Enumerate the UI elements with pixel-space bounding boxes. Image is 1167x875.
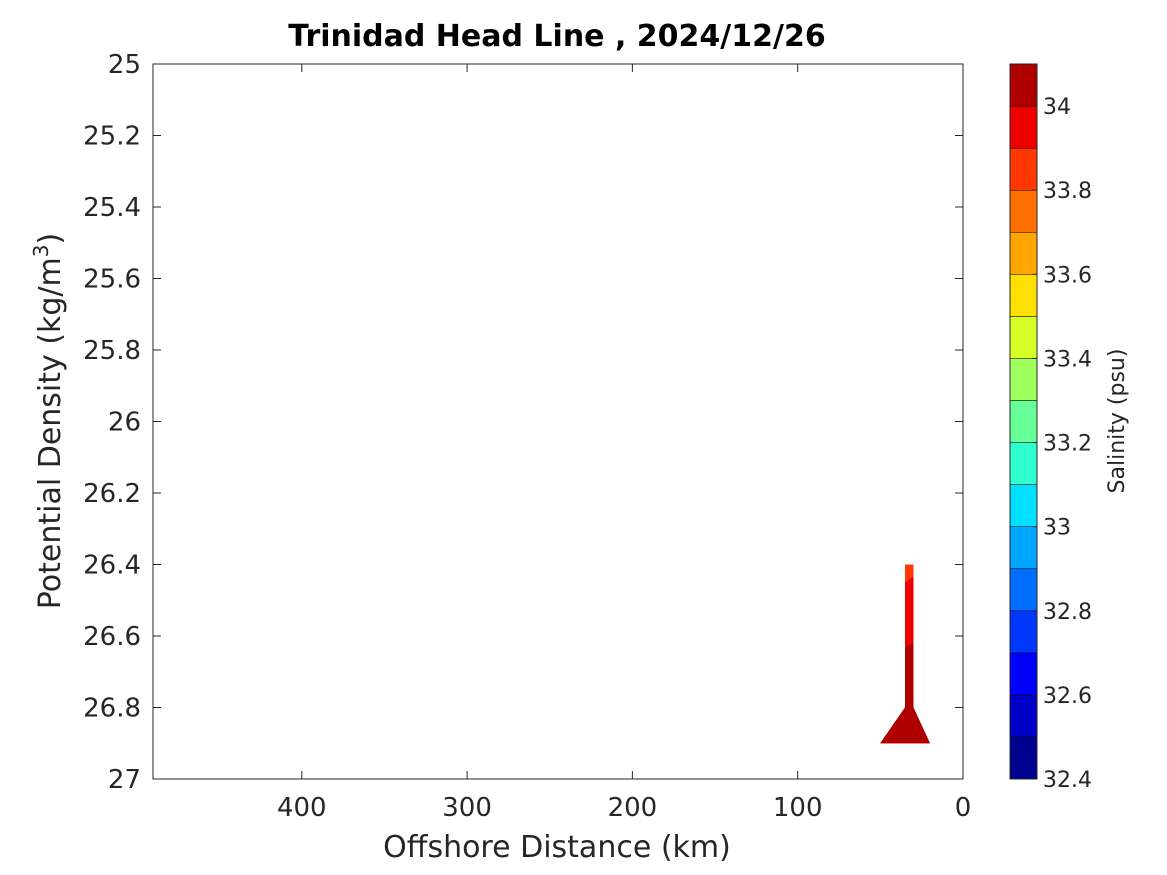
y-tick-label-26.8: 26.8 [83,694,141,724]
colorbar-tick-label-33.2: 33.2 [1043,432,1092,457]
colorbar-swatch-33.4 [1009,316,1038,359]
y-tick-label-26.2: 26.2 [83,479,141,509]
y-axis-label: Potential Density (kg/m3) [29,233,68,609]
colorbar-frame [1009,63,1038,780]
x-axis-label: Offshore Distance (km) [383,830,731,865]
x-tick-label-200: 200 [608,793,658,823]
plot-area: 400 300 200 100 0 25 25.2 25.4 25.6 25.8 26 26.2 26… [83,50,971,823]
colorbar-swatch-32.5 [1009,694,1038,738]
colorbar-tick-label-32.6: 32.6 [1043,684,1092,709]
colorbar-tick-label-33.4: 33.4 [1043,347,1092,372]
y-tick-label-27: 27 [108,765,141,795]
x-tick-label-300: 300 [442,793,492,823]
y-tick-label-26: 26 [108,408,141,438]
colorbar-swatch-32.7 [1009,610,1038,654]
y-tick-label-26.6: 26.6 [83,622,141,652]
colorbar-swatches [1009,63,1038,780]
colorbar-swatch-32.9 [1009,526,1038,569]
colorbar-swatch-33.9 [1009,105,1038,149]
y-tick-label-25: 25 [108,50,141,80]
colorbar-tick-label-33.6: 33.6 [1043,263,1092,288]
x-tick-label-400: 400 [277,793,327,823]
y-tick-label-25.8: 25.8 [83,336,141,366]
y-tick-label-25.2: 25.2 [83,122,141,152]
chart-title: Trinidad Head Line , 2024/12/26 [288,19,825,54]
colorbar-tick-label-33.8: 33.8 [1043,179,1092,204]
colorbar-swatch-32.8 [1009,568,1038,612]
y-axis-label-superscript: 3 [29,244,53,257]
colorbar: 32.4 32.6 32.8 33 33.2 33.4 33.6 33.8 34 [1009,63,1092,793]
colorbar-tick-label-32.4: 32.4 [1043,768,1092,793]
y-axis-label-close: ) [33,233,68,245]
x-tick-label-0: 0 [955,793,972,823]
colorbar-tick-label-33: 33 [1043,516,1071,541]
x-axis-ticks: 400 300 200 100 0 [277,64,971,823]
colorbar-swatch-33.8 [1009,147,1038,191]
colorbar-swatch-33.3 [1009,358,1038,401]
colorbar-swatch-34 [1009,63,1038,107]
y-tick-label-26.4: 26.4 [83,551,141,581]
colorbar-tick-label-34: 34 [1043,95,1071,120]
colorbar-swatch-32.6 [1009,652,1038,696]
y-axis-label-main: Potential Density (kg/m [33,257,68,609]
colorbar-swatch-33.7 [1009,189,1038,233]
axes-background [153,64,963,779]
colorbar-swatch-32.4 [1009,736,1038,780]
colorbar-swatch-33.5 [1009,274,1038,317]
y-tick-label-25.6: 25.6 [83,265,141,295]
colorbar-swatch-33.1 [1009,442,1038,485]
colorbar-swatch-33.2 [1009,400,1038,443]
colorbar-ticks: 32.4 32.6 32.8 33 33.2 33.4 33.6 33.8 34 [1032,95,1092,793]
y-tick-label-25.4: 25.4 [83,193,141,223]
colorbar-label: Salinity (psu) [1105,349,1130,494]
colorbar-swatch-33 [1009,484,1038,527]
x-tick-label-100: 100 [773,793,823,823]
y-axis-ticks: 25 25.2 25.4 25.6 25.8 26 26.2 26.4 26.6 26.8 27 [83,50,963,795]
colorbar-swatch-33.6 [1009,231,1038,275]
colorbar-tick-label-32.8: 32.8 [1043,600,1092,625]
